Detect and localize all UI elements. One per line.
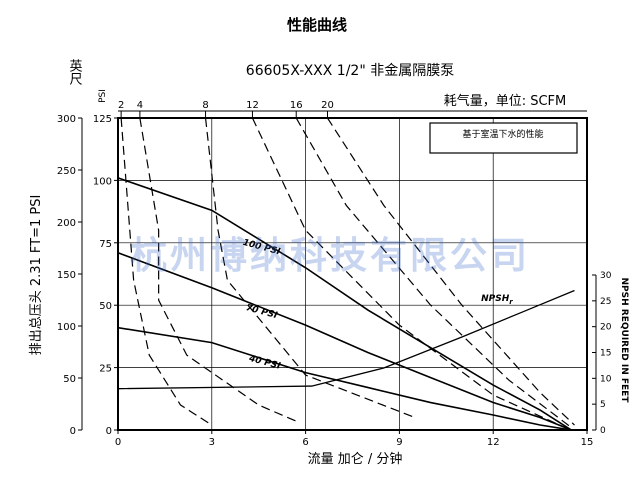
psi-tick-label: 100	[93, 176, 112, 187]
chart-subtitle: 66605X-XXX 1/2" 非金属隔膜泵	[246, 63, 454, 79]
psi-tick-label: 0	[106, 426, 112, 437]
feet-tick-label: 50	[63, 374, 76, 385]
feet-tick-label: 250	[57, 166, 76, 177]
air-tick-label: 2	[118, 100, 124, 111]
series-line-8	[204, 118, 416, 419]
x-tick-label: 6	[302, 437, 308, 448]
psi-tick-label: 75	[99, 239, 112, 250]
curve-label: 70 PSI	[245, 303, 279, 321]
feet-tick-label: 150	[57, 270, 76, 281]
series-line-70-psi	[118, 252, 572, 430]
series-line-100-psi	[118, 177, 572, 430]
npsh-tick-label: 25	[600, 297, 611, 307]
note-box: 基于室温下水的性能	[429, 122, 578, 154]
x-tick-label: 0	[115, 437, 121, 448]
x-axis-label: 流量 加仑 / 分钟	[308, 451, 403, 467]
npsh-tick-label: 10	[600, 374, 612, 384]
psi-tick-label: 25	[99, 364, 112, 375]
air-tick-label: 4	[137, 100, 143, 111]
feet-tick-label: 200	[57, 218, 76, 229]
air-tick-label: 8	[202, 100, 208, 111]
psi-tick-label: 50	[99, 301, 112, 312]
npsh-tick-label: 30	[600, 271, 612, 281]
curve-label: 40 PSI	[247, 354, 282, 372]
npsh-curve-label: NPSHr	[481, 294, 513, 306]
air-tick-label: 12	[246, 100, 259, 111]
plot-frame	[117, 117, 588, 431]
psi-tick-label: 125	[93, 114, 112, 125]
x-tick-label: 15	[581, 437, 594, 448]
series-line-2	[120, 118, 213, 426]
npsh-tick-label: 0	[600, 426, 606, 436]
air-tick-label: 20	[321, 100, 334, 111]
npsh-tick-label: 5	[600, 400, 606, 410]
chart-title: 性能曲线	[287, 16, 347, 34]
watermark: 杭州博纳科技有限公司	[130, 234, 530, 277]
x-tick-label: 9	[396, 437, 402, 448]
series-line-12	[251, 118, 566, 429]
axes: 0 3 6 9 12 1502550751001250501001502002503000…	[57, 114, 612, 448]
series-line-40-psi	[118, 326, 572, 430]
feet-axis-label: 英尺	[67, 59, 83, 85]
series-line-20	[326, 118, 575, 426]
feet-tick-label: 100	[57, 322, 76, 333]
npsh-tick-label: 20	[600, 323, 612, 333]
npsh-axis-label: NPSH REQUIRED IN FEET	[619, 278, 629, 404]
note-text: 基于室温下水的性能	[462, 128, 543, 140]
air-consumption-label: 耗气量，单位: SCFM	[444, 93, 567, 109]
psi-axis-label: PSI	[98, 89, 108, 103]
air-consumption-ticks: 2 4 8 12 16 20	[118, 100, 587, 118]
series-line-npsh-r	[118, 289, 575, 390]
grid	[118, 118, 587, 430]
series-line-4	[139, 118, 300, 424]
air-tick-label: 16	[290, 100, 303, 111]
feet-tick-label: 0	[70, 426, 76, 437]
y-axis-label: 排出总压头 2.31 FT=1 PSI	[29, 195, 44, 356]
feet-tick-label: 300	[57, 114, 76, 125]
series-line-16	[295, 118, 572, 428]
npsh-tick-label: 15	[600, 349, 611, 359]
x-tick-label: 3	[209, 437, 215, 448]
x-tick-label: 12	[487, 437, 500, 448]
